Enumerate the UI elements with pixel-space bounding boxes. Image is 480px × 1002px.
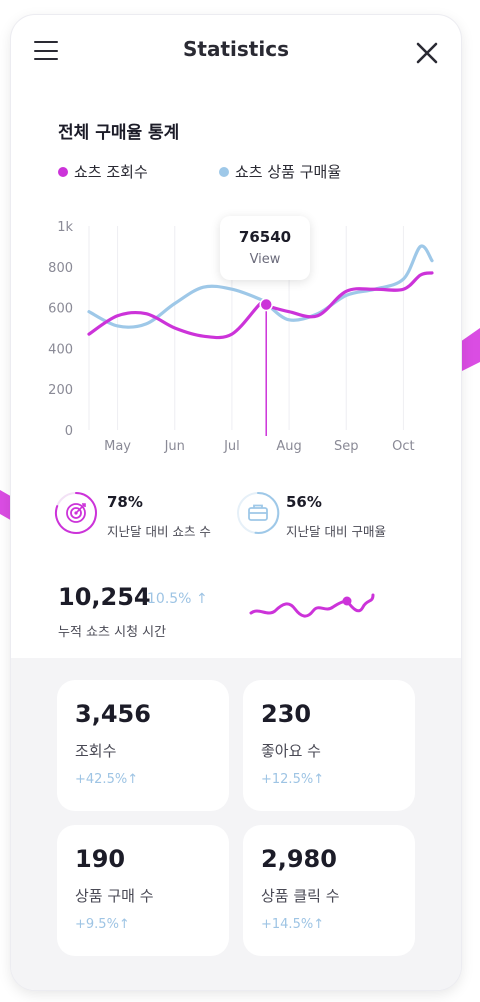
card-likes-label: 좋아요 수 <box>261 742 321 760</box>
legend-label-purchase: 쇼츠 상품 구매율 <box>235 163 342 181</box>
app-header: Statistics <box>11 15 461 87</box>
y-tick-label: 200 <box>48 383 73 398</box>
x-tick-label: Jun <box>164 439 185 454</box>
x-tick-label: Sep <box>334 439 359 454</box>
x-tick-label: May <box>104 439 131 454</box>
card-clicks[interactable]: 2,980 상품 클릭 수 +14.5%↑ <box>243 825 415 956</box>
highlight-point <box>259 297 273 312</box>
card-clicks-growth: +14.5%↑ <box>261 917 324 932</box>
chart-tooltip: 76540 View <box>220 216 310 280</box>
close-icon[interactable] <box>415 41 439 65</box>
x-tick-label: Jul <box>223 439 240 454</box>
tooltip-label: View <box>249 252 281 267</box>
kpi-purchase-progress-ring <box>237 491 280 534</box>
hamburger-menu-icon[interactable] <box>34 41 58 61</box>
legend-item-views: 쇼츠 조회수 <box>58 161 148 182</box>
card-purchases-growth: +9.5%↑ <box>75 917 130 932</box>
card-views-value: 3,456 <box>75 700 151 728</box>
arrow-up-icon: ↑ <box>127 772 139 787</box>
legend-label-views: 쇼츠 조회수 <box>74 163 148 181</box>
kpi-purchase-percent: 56% <box>286 493 322 511</box>
card-views-growth-value: +42.5% <box>75 772 128 787</box>
arrow-up-icon: ↑ <box>195 591 208 607</box>
kpi-purchase-label: 지난달 대비 구매율 <box>286 524 386 539</box>
card-likes-growth: +12.5%↑ <box>261 772 324 787</box>
tooltip-value: 76540 <box>238 228 292 246</box>
chart-section-title: 전체 구매율 통계 <box>58 123 180 143</box>
card-likes-value: 230 <box>261 700 312 728</box>
x-tick-label: Oct <box>392 439 414 454</box>
legend-dot-purchase <box>219 166 229 177</box>
kpi-shorts-percent: 78% <box>107 493 143 511</box>
y-tick-label: 400 <box>48 342 73 357</box>
arrow-up-icon: ↑ <box>313 917 325 932</box>
legend-item-purchase: 쇼츠 상품 구매율 <box>219 161 341 182</box>
card-likes-growth-value: +12.5% <box>261 772 314 787</box>
x-tick-label: Aug <box>276 439 301 454</box>
kpi-shorts-label: 지난달 대비 쇼츠 수 <box>107 524 211 539</box>
card-likes[interactable]: 230 좋아요 수 +12.5%↑ <box>243 680 415 811</box>
decor-ribbon-right <box>460 328 480 372</box>
y-tick-label: 600 <box>48 302 73 317</box>
card-clicks-growth-value: +14.5% <box>261 917 314 932</box>
card-purchases-growth-value: +9.5% <box>75 917 119 932</box>
summary-cards-area: 3,456 조회수 +42.5%↑ 230 좋아요 수 +12.5%↑ 190 … <box>11 658 461 990</box>
card-purchases-label: 상품 구매 수 <box>75 887 154 905</box>
card-views[interactable]: 3,456 조회수 +42.5%↑ <box>57 680 229 811</box>
y-tick-label: 800 <box>48 261 73 276</box>
watch-time-label: 누적 쇼츠 시청 시간 <box>58 625 167 640</box>
kpi-shorts-progress-ring <box>54 492 97 534</box>
y-tick-label: 1k <box>57 220 73 235</box>
card-purchases-value: 190 <box>75 845 126 873</box>
briefcase-icon <box>248 504 268 521</box>
watch-time-growth: 10.5% ↑ <box>147 591 208 607</box>
statistics-screen: Statistics 전체 구매율 통계 쇼츠 조회수 쇼츠 상품 구매율 0 2… <box>11 15 461 990</box>
page-title: Statistics <box>183 37 289 61</box>
y-tick-label: 0 <box>65 424 73 439</box>
card-clicks-value: 2,980 <box>261 845 337 873</box>
purchase-rate-line-chart: 0 200 400 600 800 1k May Jun Jul Aug Sep Oct <box>48 220 434 454</box>
arrow-up-icon: ↑ <box>118 917 130 932</box>
watch-time-value: 10,254 <box>58 583 151 611</box>
arrow-up-icon: ↑ <box>313 772 325 787</box>
card-views-growth: +42.5%↑ <box>75 772 138 787</box>
card-purchases[interactable]: 190 상품 구매 수 +9.5%↑ <box>57 825 229 956</box>
watch-time-growth-value: 10.5% <box>147 591 192 607</box>
card-views-label: 조회수 <box>75 742 117 760</box>
sparkline-marker <box>342 596 352 606</box>
legend-dot-views <box>58 166 68 177</box>
target-icon <box>66 503 86 523</box>
watch-time-sparkline <box>249 593 375 618</box>
card-clicks-label: 상품 클릭 수 <box>261 887 340 905</box>
